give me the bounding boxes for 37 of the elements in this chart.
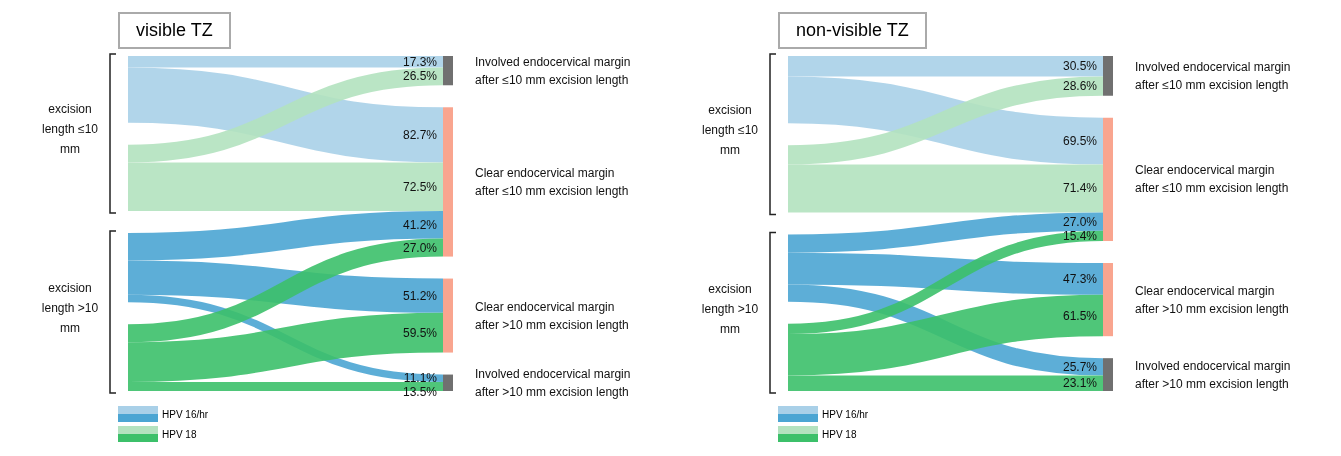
data-label: 72.5% <box>402 179 438 194</box>
data-label: 41.2% <box>402 217 438 232</box>
category-label: Involved endocervical margin after >10 mm excision length <box>475 366 631 399</box>
category-label: Clear endocervical margin after >10 mm excision length <box>1135 283 1289 316</box>
category-label: Clear endocervical margin after >10 mm excision length <box>475 299 629 332</box>
data-label: 59.5% <box>402 325 438 340</box>
data-label: 27.0% <box>1062 214 1098 229</box>
data-label: 30.5% <box>1062 59 1098 74</box>
legend-label: HPV 16/hr <box>162 408 209 420</box>
category-label: Involved endocervical margin after >10 mm excision length <box>1135 358 1291 391</box>
data-label: 51.2% <box>402 288 438 303</box>
text: excision length ≤10 mm <box>702 103 759 158</box>
data-label: 15.4% <box>1062 228 1098 243</box>
text: excision length ≤10 mm <box>42 102 99 157</box>
category-label: Involved endocervical margin after ≤10 mm excision length <box>475 54 631 87</box>
category-label: Clear endocervical margin after ≤10 mm excision length <box>475 165 629 198</box>
data-label: 23.1% <box>1062 376 1098 391</box>
data-label: 28.6% <box>1062 79 1098 94</box>
data-label: 11.1% <box>403 371 438 386</box>
data-label: 47.3% <box>1062 271 1098 286</box>
data-label: 82.7% <box>402 127 438 142</box>
legend-label: HPV 18 <box>822 428 857 440</box>
data-label: 17.3% <box>402 54 438 69</box>
category-label: Clear endocervical margin after ≤10 mm excision length <box>1135 163 1289 196</box>
data-label: 71.4% <box>1062 181 1098 196</box>
data-label: 27.0% <box>402 240 438 255</box>
text: visible TZ <box>118 12 231 49</box>
data-label: 25.7% <box>1062 359 1098 374</box>
data-label: 61.5% <box>1062 308 1098 323</box>
text: excision length >10 mm <box>701 281 759 336</box>
text: excision length >10 mm <box>41 281 99 335</box>
category-label: Involved endocervical margin after ≤10 mm excision length <box>1135 59 1291 92</box>
text: non-visible TZ <box>778 12 927 49</box>
legend-label: HPV 16/hr <box>822 408 869 420</box>
data-label: 69.5% <box>1062 134 1098 149</box>
data-label: 26.5% <box>402 69 438 84</box>
legend-label: HPV 18 <box>162 428 197 440</box>
